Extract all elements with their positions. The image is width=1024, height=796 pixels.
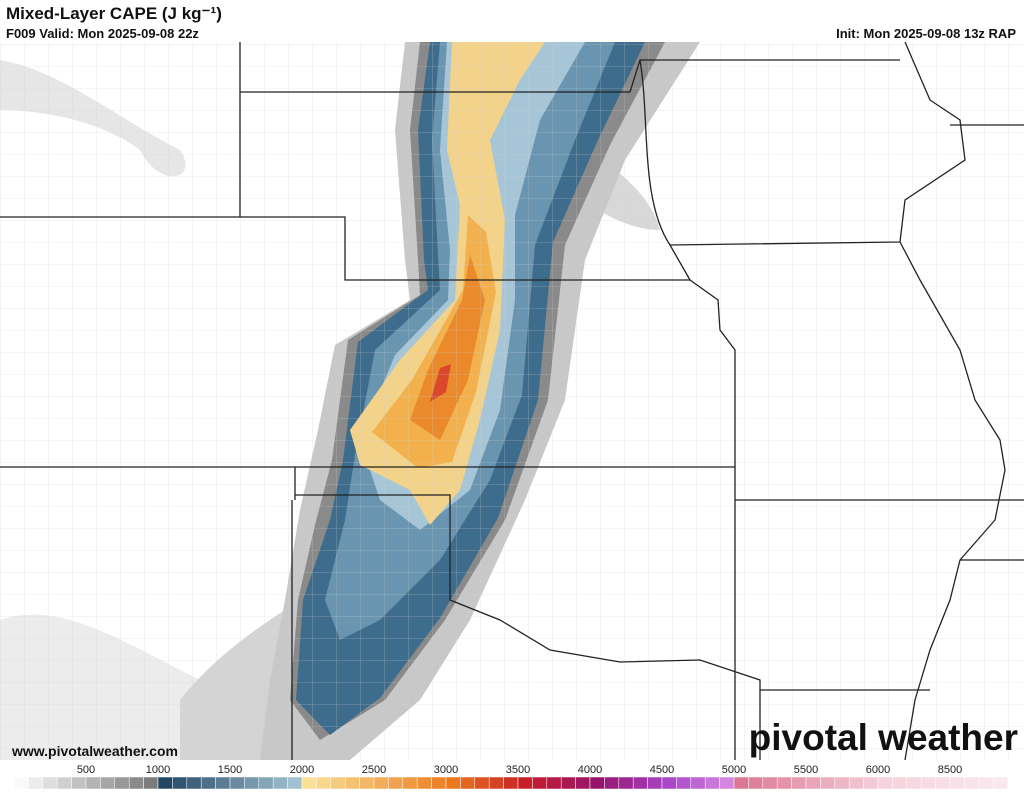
colorbar-label: 8500	[938, 764, 962, 776]
website: www.pivotalweather.com	[11, 743, 178, 759]
valid-time: F009 Valid: Mon 2025-09-08 22z	[6, 26, 199, 41]
colorbar-swatch	[575, 776, 591, 790]
colorbar-swatch	[949, 776, 965, 790]
colorbar-swatch	[388, 776, 404, 790]
colorbar-swatch	[143, 776, 159, 790]
colorbar-swatch	[186, 776, 202, 790]
colorbar-swatch	[100, 776, 116, 790]
logo: pivotal weather	[749, 717, 1018, 758]
colorbar: 500 1000 1500 2000 2500 3000 3500 4000 4500 5000 5…	[13, 764, 1008, 790]
colorbar-swatch	[157, 776, 173, 790]
colorbar-swatch	[604, 776, 620, 790]
colorbar-swatch	[28, 776, 44, 790]
colorbar-swatch	[676, 776, 692, 790]
colorbar-swatch	[704, 776, 720, 790]
colorbar-label: 5500	[794, 764, 818, 776]
colorbar-label: 3000	[434, 764, 458, 776]
colorbar-label: 2500	[362, 764, 386, 776]
colorbar-swatch	[272, 776, 288, 790]
colorbar-swatch	[834, 776, 850, 790]
county-lines	[0, 42, 1024, 760]
colorbar-swatch	[647, 776, 663, 790]
colorbar-swatch	[488, 776, 504, 790]
colorbar-swatch	[632, 776, 648, 790]
colorbar-swatch	[359, 776, 375, 790]
colorbar-swatch	[877, 776, 893, 790]
colorbar-swatch	[920, 776, 936, 790]
colorbar-label: 4500	[650, 764, 674, 776]
colorbar-swatch	[978, 776, 994, 790]
colorbar-swatch	[344, 776, 360, 790]
colorbar-swatch	[733, 776, 749, 790]
colorbar-swatch	[992, 776, 1008, 790]
colorbar-swatch	[906, 776, 922, 790]
colorbar-label: 500	[77, 764, 95, 776]
colorbar-swatch	[560, 776, 576, 790]
colorbar-swatch	[373, 776, 389, 790]
colorbar-swatch	[316, 776, 332, 790]
colorbar-swatch	[229, 776, 245, 790]
colorbar-swatch	[892, 776, 908, 790]
state-borders	[0, 41, 1024, 761]
colorbar-swatch	[128, 776, 144, 790]
colorbar-swatch	[200, 776, 216, 790]
colorbar-swatch	[114, 776, 130, 790]
colorbar-swatch	[546, 776, 562, 790]
colorbar-swatch	[848, 776, 864, 790]
colorbar-swatch	[517, 776, 533, 790]
colorbar-swatch	[56, 776, 72, 790]
colorbar-swatch	[460, 776, 476, 790]
colorbar-swatch	[532, 776, 548, 790]
colorbar-swatch	[445, 776, 461, 790]
colorbar-swatch	[503, 776, 519, 790]
colorbar-swatch	[13, 776, 29, 790]
colorbar-swatch	[431, 776, 447, 790]
colorbar-swatch	[71, 776, 87, 790]
colorbar-swatch	[474, 776, 490, 790]
init-time: Init: Mon 2025-09-08 13z RAP	[836, 26, 1016, 41]
colorbar-label: 6000	[866, 764, 890, 776]
colorbar-swatch	[301, 776, 317, 790]
title: Mixed-Layer CAPE (J kg⁻¹)	[6, 4, 222, 23]
colorbar-swatch	[85, 776, 101, 790]
colorbar-label: 1000	[146, 764, 170, 776]
colorbar-label: 1500	[218, 764, 242, 776]
colorbar-swatch	[172, 776, 188, 790]
colorbar-swatch	[935, 776, 951, 790]
colorbar-label: 5000	[722, 764, 746, 776]
colorbar-swatch	[244, 776, 260, 790]
colorbar-swatch	[402, 776, 418, 790]
colorbar-swatch	[589, 776, 605, 790]
colorbar-swatch	[287, 776, 303, 790]
colorbar-swatch	[776, 776, 792, 790]
colorbar-label: 4000	[578, 764, 602, 776]
colorbar-swatch	[618, 776, 634, 790]
header-bar	[0, 0, 1024, 42]
colorbar-swatch	[258, 776, 274, 790]
colorbar-swatch	[791, 776, 807, 790]
colorbar-swatch	[863, 776, 879, 790]
colorbar-swatch	[964, 776, 980, 790]
colorbar-swatch	[215, 776, 231, 790]
colorbar-swatch	[820, 776, 836, 790]
colorbar-swatch	[416, 776, 432, 790]
colorbar-swatch	[762, 776, 778, 790]
colorbar-swatch	[42, 776, 58, 790]
colorbar-swatch	[330, 776, 346, 790]
colorbar-swatch	[748, 776, 764, 790]
colorbar-swatch	[805, 776, 821, 790]
colorbar-label: 2000	[290, 764, 314, 776]
colorbar-swatch	[719, 776, 735, 790]
colorbar-label: 3500	[506, 764, 530, 776]
colorbar-swatch	[661, 776, 677, 790]
colorbar-swatch	[690, 776, 706, 790]
